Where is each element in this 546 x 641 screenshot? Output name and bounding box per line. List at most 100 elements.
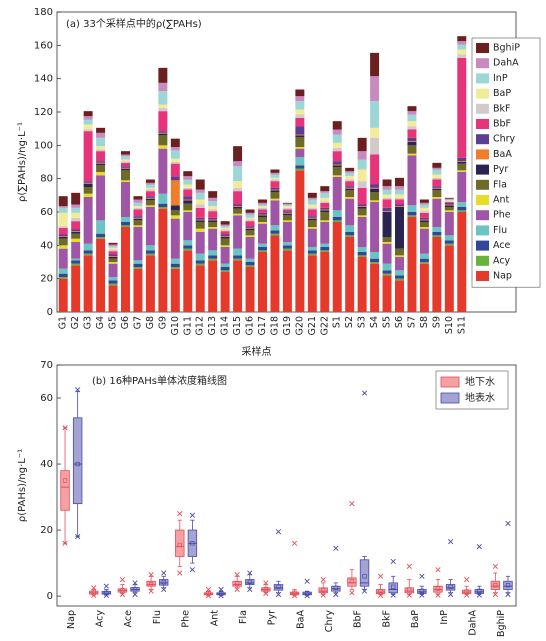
bar-segment bbox=[233, 146, 243, 162]
bar-segment bbox=[208, 250, 218, 256]
bar-segment bbox=[282, 213, 292, 216]
bar-segment bbox=[195, 189, 205, 193]
bar-segment bbox=[220, 263, 230, 267]
extreme-marker bbox=[275, 529, 282, 535]
bar-segment bbox=[419, 211, 429, 213]
bar-segment bbox=[307, 209, 317, 217]
bar-segment bbox=[208, 220, 218, 222]
bar-segment bbox=[395, 207, 404, 249]
bar-segment bbox=[432, 186, 442, 188]
legend-swatch bbox=[476, 195, 489, 205]
x-tick-label: G20 bbox=[294, 316, 305, 335]
bar-segment bbox=[108, 247, 118, 250]
legend-label: Chry bbox=[493, 134, 516, 145]
extreme-marker bbox=[148, 588, 154, 594]
bar-segment bbox=[245, 209, 255, 213]
y-tick-label: 140 bbox=[34, 74, 53, 85]
bar-segment bbox=[444, 199, 454, 201]
legend-swatch bbox=[440, 392, 460, 404]
x-tick-label: G22 bbox=[319, 316, 330, 335]
extreme-marker bbox=[492, 591, 498, 598]
bar-segment bbox=[457, 210, 467, 212]
box bbox=[245, 579, 255, 585]
bar-segment bbox=[282, 211, 292, 213]
bar-segment bbox=[220, 245, 230, 247]
bar-segment bbox=[145, 253, 155, 256]
bar-segment bbox=[345, 171, 355, 173]
bar-segment bbox=[444, 197, 454, 199]
y-tick-label: 70 bbox=[40, 360, 53, 371]
bar-segment bbox=[108, 257, 118, 259]
bar-segment bbox=[457, 172, 467, 202]
bar-segment bbox=[83, 116, 93, 120]
bar-segment bbox=[121, 182, 130, 217]
bar-segment bbox=[345, 188, 355, 191]
extreme-marker bbox=[62, 425, 68, 431]
bar-segment bbox=[158, 104, 168, 108]
bar-segment bbox=[307, 227, 317, 229]
x-tick-label: S1 bbox=[332, 316, 343, 328]
bar-segment bbox=[108, 244, 118, 247]
bar-segment bbox=[195, 192, 205, 200]
bar-segment bbox=[382, 263, 392, 271]
extreme-marker bbox=[291, 540, 298, 546]
legend-label: Fla bbox=[493, 179, 507, 190]
legend-label: BaP bbox=[493, 88, 511, 99]
bar-segment bbox=[370, 52, 380, 77]
bar-segment bbox=[233, 208, 243, 214]
bar-segment bbox=[332, 217, 342, 221]
bar-segment bbox=[71, 207, 81, 213]
bar-segment bbox=[320, 250, 330, 252]
bar-segment bbox=[307, 217, 317, 219]
bar-segment bbox=[419, 199, 429, 203]
bar-segment bbox=[121, 159, 130, 162]
bar-segment bbox=[295, 114, 305, 118]
bar-segment bbox=[320, 186, 330, 192]
x-tick-label: G19 bbox=[282, 316, 293, 335]
bar-segment bbox=[407, 142, 417, 146]
bar-segment bbox=[370, 127, 380, 138]
extreme-marker bbox=[377, 592, 384, 599]
bar-segment bbox=[245, 228, 255, 231]
bar-segment bbox=[307, 247, 317, 251]
box bbox=[232, 580, 242, 587]
mean bbox=[161, 580, 166, 585]
bar-segment bbox=[58, 227, 68, 235]
mean bbox=[247, 579, 252, 585]
mean bbox=[190, 541, 195, 546]
bar-segment bbox=[457, 212, 467, 312]
bar-segment bbox=[282, 222, 292, 242]
bar-segment bbox=[96, 149, 106, 152]
x-tick-label: G16 bbox=[245, 316, 256, 335]
bar-segment bbox=[258, 202, 267, 205]
bar-segment bbox=[345, 186, 355, 188]
x-tick-label: BaP bbox=[410, 610, 421, 628]
bar-segment bbox=[195, 265, 205, 312]
extreme-marker bbox=[361, 588, 368, 594]
bar-segment bbox=[183, 187, 193, 190]
bar-segment bbox=[320, 220, 330, 222]
plot-frame bbox=[56, 364, 517, 607]
bar-segment bbox=[345, 190, 355, 197]
bar-segment bbox=[220, 238, 230, 246]
bar-segment bbox=[83, 124, 93, 130]
mean bbox=[148, 582, 154, 587]
bar-segment bbox=[170, 218, 180, 259]
bar-segment bbox=[382, 212, 392, 237]
bar-segment bbox=[158, 207, 168, 209]
bar-segment bbox=[407, 126, 417, 130]
bar-segment bbox=[245, 258, 255, 262]
box bbox=[347, 577, 357, 587]
bar-segment bbox=[320, 243, 330, 247]
bar-segment bbox=[108, 251, 118, 255]
extreme-marker bbox=[505, 591, 511, 598]
extreme-marker bbox=[406, 563, 412, 570]
extreme-marker bbox=[161, 570, 167, 576]
bar-segment bbox=[419, 258, 429, 262]
bar-segment bbox=[208, 255, 218, 259]
legend-label: Flu bbox=[493, 225, 507, 236]
bar-segment bbox=[208, 206, 218, 210]
bar-segment bbox=[419, 228, 429, 254]
bar-segment bbox=[58, 245, 68, 249]
